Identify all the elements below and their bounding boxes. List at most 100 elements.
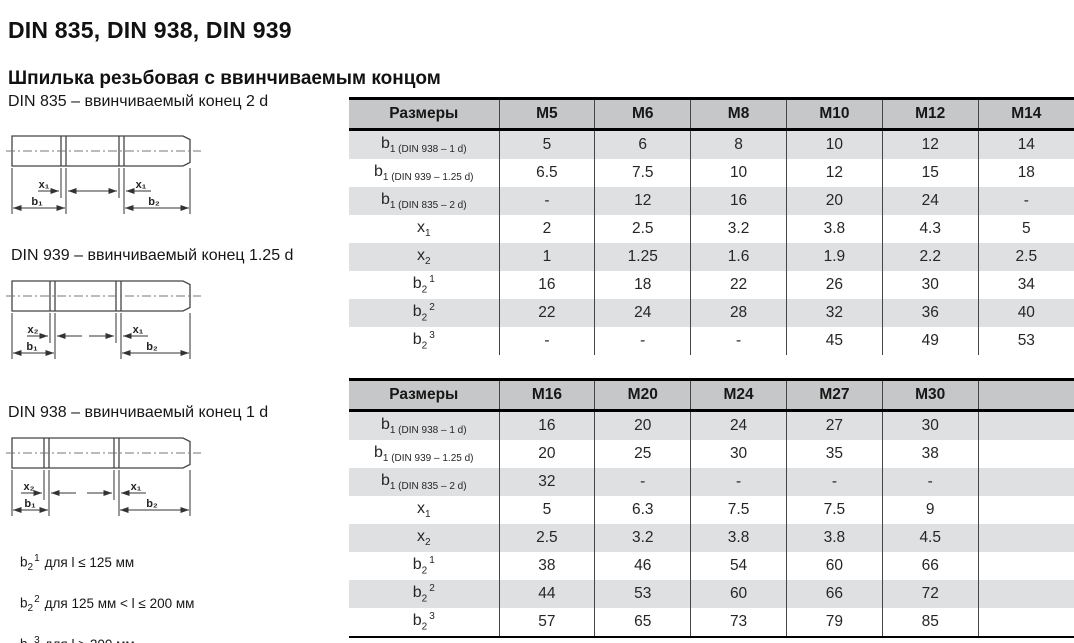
label-subscript: 2 <box>27 603 34 615</box>
value-cell: 8 <box>690 129 787 159</box>
value-cell: 10 <box>690 159 787 187</box>
header-row: Размеры M16 M20 M24 M27 M30 <box>349 378 1074 412</box>
value-cell: 32 <box>499 468 596 496</box>
label-subscript: 2 <box>27 562 34 574</box>
row-label: b23 <box>349 608 500 637</box>
header-size-M14: M14 <box>978 97 1074 131</box>
value-cell: 24 <box>882 187 979 215</box>
row-label: b1 (DIN 835 – 2 d) <box>349 468 500 496</box>
value-cell: 3.2 <box>690 215 787 243</box>
value-cell: 3.8 <box>786 215 883 243</box>
table-row: b21 16 18 22 26 30 34 <box>349 271 1074 299</box>
dim-label-x1-right: x₁ <box>136 179 147 191</box>
table-row: b22 22 24 28 32 36 40 <box>349 299 1074 327</box>
value-cell: 25 <box>594 440 692 468</box>
row-label: b23 <box>349 327 500 355</box>
label-superscript: 3 <box>34 635 40 643</box>
value-cell: 45 <box>786 327 883 355</box>
value-cell: 1.25 <box>594 243 692 271</box>
row-label: b1 (DIN 835 – 2 d) <box>349 187 500 215</box>
value-cell: 38 <box>499 552 596 580</box>
label-subscript: 2 <box>421 284 428 296</box>
tables-column: Размеры M5 M6 M8 M10 M12 M14 b1 (DIN 938 – 1 d)… <box>349 0 1074 643</box>
header-size-M10: M10 <box>786 97 883 131</box>
value-cell: 5 <box>499 496 596 524</box>
label-subscript: 2 <box>424 256 431 268</box>
value-cell <box>978 440 1074 468</box>
label-superscript: 1 <box>429 555 435 567</box>
footnote-text: для 125 мм < l ≤ 200 мм <box>44 595 195 611</box>
value-cell: 53 <box>594 580 692 608</box>
value-cell: 2.2 <box>882 243 979 271</box>
value-cell: 5 <box>499 129 596 159</box>
row-label: b1 (DIN 938 – 1 d) <box>349 129 500 159</box>
table-row: b21 38 46 54 60 66 <box>349 552 1074 580</box>
footnote-text: для l ≤ 125 мм <box>44 554 135 570</box>
dim-label-b2: b₂ <box>148 196 160 208</box>
diagram-caption-din835: DIN 835 – ввинчиваемый конец 2 d <box>8 93 269 110</box>
label-base: x <box>416 527 425 545</box>
value-cell <box>978 410 1074 440</box>
value-cell: 6.3 <box>594 496 692 524</box>
value-cell: - <box>594 327 692 355</box>
label-base: b <box>412 584 422 602</box>
label-subscript: 2 <box>421 593 428 605</box>
value-cell: - <box>978 187 1074 215</box>
header-size-M20: M20 <box>594 378 692 412</box>
value-cell: 12 <box>882 129 979 159</box>
table-row: b23- - -45 49 53 <box>349 327 1074 355</box>
value-cell: 22 <box>690 271 787 299</box>
value-cell: 18 <box>594 271 692 299</box>
dim-label-x2-left: x₂ <box>23 481 34 493</box>
header-dimensions: Размеры <box>349 97 500 131</box>
value-cell: 79 <box>786 608 883 637</box>
footnotes: b21 для l ≤ 125 мм b22 для 125 мм < l ≤ 200… <box>20 550 194 643</box>
dim-label-x1-left: x₁ <box>39 179 50 191</box>
value-cell: 32 <box>786 299 883 327</box>
value-cell: 65 <box>594 608 692 637</box>
value-cell: 3.8 <box>690 524 787 552</box>
value-cell: 18 <box>1017 164 1035 181</box>
label-superscript: 1 <box>429 274 435 286</box>
value-cell: 3.2 <box>594 524 692 552</box>
row-label: x2 <box>349 524 500 552</box>
header-size-M8: M8 <box>690 97 787 131</box>
value-cell: 2.5 <box>594 215 692 243</box>
row-label: b21 <box>349 552 500 580</box>
value-cell: 54 <box>690 552 787 580</box>
row-label: x2 <box>349 243 500 271</box>
value-cell: 2.5 <box>499 524 596 552</box>
value-cell: - <box>499 187 596 215</box>
value-cell: 66 <box>786 580 883 608</box>
table-row: b1 (DIN 939 – 1.25 d) 20 25 30 35 38 <box>349 440 1074 468</box>
diagram-caption-din938: DIN 938 – ввинчиваемый конец 1 d <box>8 404 269 421</box>
value-cell <box>978 496 1074 524</box>
table-row: x1 5 6.3 7.5 7.5 9 <box>349 496 1074 524</box>
label-base: b <box>20 554 28 570</box>
value-cell: 12 <box>594 187 692 215</box>
value-cell: 7.5 <box>594 159 692 187</box>
label-base: b <box>412 612 422 630</box>
label-base: b <box>412 303 422 321</box>
value-cell: 24 <box>690 410 787 440</box>
footnote: b21 для l ≤ 125 мм <box>20 550 194 577</box>
dim-label-b2: b₂ <box>146 498 158 510</box>
value-cell: 20 <box>499 440 596 468</box>
value-cell: 30 <box>690 440 787 468</box>
value-cell: 5 <box>1022 220 1031 237</box>
value-cell: 20 <box>594 410 692 440</box>
value-cell: 60 <box>690 580 787 608</box>
value-cell <box>978 580 1074 608</box>
dim-label-b1: b₁ <box>31 196 43 208</box>
label-base: x <box>416 246 425 264</box>
value-cell <box>978 552 1074 580</box>
value-cell: 34 <box>1017 276 1035 293</box>
value-cell <box>978 608 1074 637</box>
footnote: b23для l > 200 мм <box>20 632 194 643</box>
value-cell: 57 <box>499 608 596 637</box>
header-size-M16: M16 <box>499 378 596 412</box>
table-row: x2 1 1.25 1.6 1.9 2.2 2.5 <box>349 243 1074 271</box>
value-cell: 20 <box>786 187 883 215</box>
page-subtitle: Шпилька резьбовая с ввинчиваемым концом <box>8 67 441 89</box>
dim-label-b1: b₁ <box>26 341 38 353</box>
